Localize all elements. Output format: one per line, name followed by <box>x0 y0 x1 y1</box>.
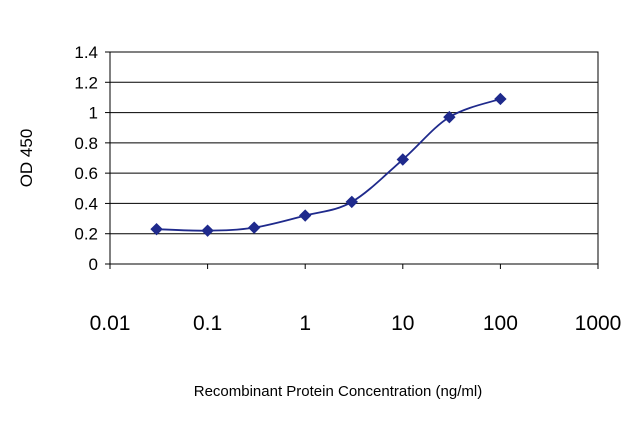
y-tick-label: 1 <box>89 104 98 123</box>
data-point <box>150 222 163 236</box>
plot-area <box>109 51 599 265</box>
y-tick-label: 0.2 <box>74 225 98 244</box>
x-tick-label: 0.01 <box>90 312 131 335</box>
y-tick-label: 0.8 <box>74 134 98 153</box>
data-point <box>345 195 358 209</box>
x-tick-label: 1 <box>299 312 311 335</box>
x-tick-label: 10 <box>391 312 414 335</box>
data-point <box>298 209 312 222</box>
x-tick-labels: 0.01 0.1 1 10 100 1000 <box>90 264 622 335</box>
data-point <box>201 224 214 237</box>
y-tick-label: 0.6 <box>74 164 98 183</box>
y-tick-label: 0.4 <box>74 194 98 213</box>
data-point <box>494 92 507 106</box>
data-point <box>396 153 410 166</box>
marker-group <box>150 92 507 237</box>
data-point <box>443 110 456 124</box>
y-tick-labels: 0 0.2 0.4 0.6 0.8 1 1.2 1.4 <box>74 43 110 274</box>
x-tick-label: 100 <box>483 312 518 335</box>
y-tick-label: 0 <box>89 255 98 274</box>
y-axis-title: OD 450 <box>17 129 36 188</box>
grid-lines <box>110 81 598 235</box>
x-tick-label: 0.1 <box>193 312 222 335</box>
x-tick-label: 1000 <box>575 312 622 335</box>
y-tick-label: 1.2 <box>74 73 98 92</box>
x-axis-title: Recombinant Protein Concentration (ng/ml… <box>194 383 482 400</box>
data-point <box>247 221 261 234</box>
y-tick-label: 1.4 <box>74 43 98 62</box>
